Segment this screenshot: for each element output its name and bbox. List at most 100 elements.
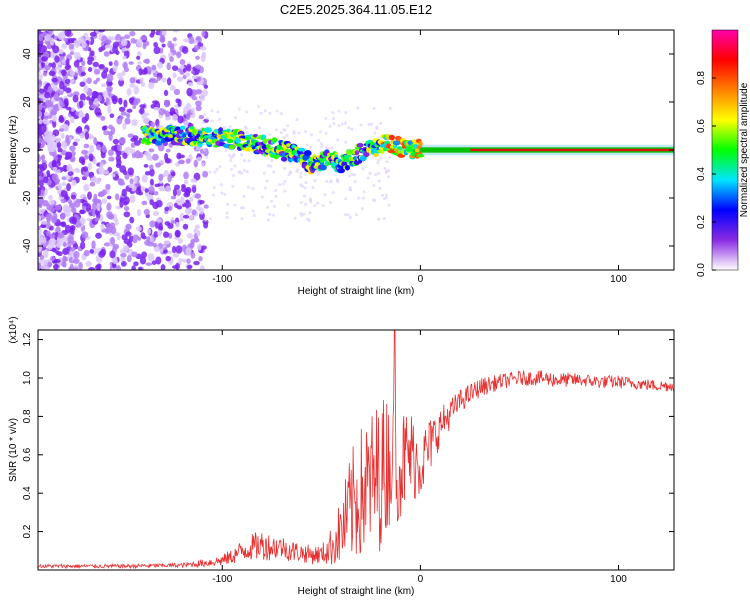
spectrogram-y-ticks: -40 -20 0 20 40 [22,48,674,253]
noise-blob [67,171,74,177]
noise-blob [182,214,190,219]
noise-blob [108,61,113,67]
noise-blob [203,118,209,123]
noise-blob [233,203,237,207]
noise-blob [267,218,271,222]
noise-blob [111,173,116,178]
noise-blob [114,193,120,201]
noise-blob [128,234,134,243]
spectrogram-panel: -100 0 100 -40 -20 0 20 40 Height of straight … [8,29,675,297]
noise-blob [137,61,142,65]
noise-blob [115,149,122,156]
noise-blob [89,50,95,57]
noise-blob [176,205,183,210]
noise-blob [122,170,128,176]
noise-blob [263,171,267,175]
noise-blob [93,80,98,85]
noise-blob [118,181,126,186]
noise-blob [67,240,72,248]
y-tick-label: -40 [22,238,33,253]
noise-blob [124,117,131,125]
noise-blob [152,153,159,161]
noise-blob [199,46,207,51]
noise-blob [185,158,191,164]
noise-blob [62,241,67,248]
noise-blob [299,200,303,204]
noise-blob [44,130,52,138]
noise-blob [195,64,202,70]
noise-blob [152,100,159,105]
noise-blob [228,125,232,129]
noise-blob [95,77,101,82]
noise-blob [145,58,150,65]
noise-blob [62,141,68,150]
noise-blob [190,178,197,183]
noise-blob [122,244,130,252]
noise-blob [38,44,42,53]
noise-blob [57,232,65,239]
y-tick-label: 40 [22,48,33,60]
noise-blob [80,71,86,76]
noise-blob [199,207,204,215]
noise-blob [38,34,44,42]
noise-blob [69,145,76,152]
noise-blob [362,190,366,194]
noise-blob [111,95,118,102]
noise-blob [127,133,135,138]
noise-blob [331,191,335,195]
noise-blob [108,132,113,142]
ridge-blob [265,144,271,149]
noise-blob [78,262,83,270]
noise-blob [348,215,352,219]
ridge-blob [411,139,417,143]
noise-blob [65,224,72,233]
noise-blob [51,215,58,224]
x-tick-label: 0 [418,574,424,585]
ridge-blob [226,128,231,133]
noise-blob [70,246,76,252]
noise-blob [296,168,300,172]
noise-blob [164,221,171,226]
noise-blob [96,203,101,212]
noise-blob [161,77,167,83]
noise-blob [378,186,382,190]
noise-blob [368,171,372,175]
ridge-blob [284,148,290,153]
noise-blob [38,73,43,81]
ridge-blob [373,152,379,158]
y-tick-label: 0 [22,147,33,153]
noise-blob [81,41,87,49]
noise-blob [71,207,77,214]
noise-blob [274,128,278,132]
noise-blob [361,167,365,171]
noise-blob [190,240,195,249]
ridge-blob [392,140,401,146]
colorbar-gradient [711,29,739,271]
noise-blob [66,183,71,192]
noise-blob [61,59,67,64]
colorbar-tick-label: 0.4 [696,167,707,181]
ridge-blob [337,168,346,174]
noise-blob [64,64,71,71]
noise-blob [75,127,83,134]
noise-blob [279,112,283,116]
noise-blob [157,61,164,69]
noise-blob [96,144,101,151]
ridge-blob [418,140,423,147]
noise-blob [208,170,212,174]
ridge-blob [276,144,283,151]
noise-blob [179,59,186,65]
noise-blob [148,148,155,153]
noise-blob [305,143,309,147]
ridge-blob [226,138,234,143]
noise-blob [189,196,194,203]
noise-blob [182,110,188,115]
noise-blob [85,261,92,267]
noise-blob [139,107,145,115]
noise-blob [80,241,86,250]
noise-blob [81,149,88,155]
noise-blob [324,116,328,120]
noise-blob [112,259,119,265]
noise-blob [247,159,251,163]
noise-blob [170,195,177,200]
